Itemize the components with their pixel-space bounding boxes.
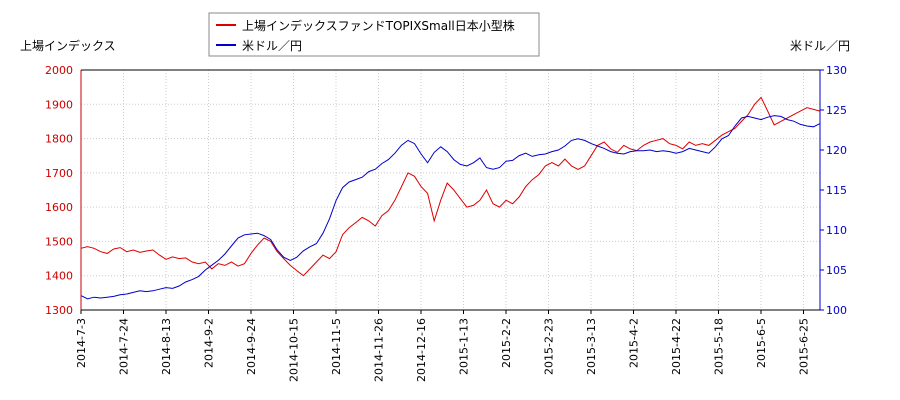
x-tick-label: 2014-8-13 [160,318,173,375]
x-tick-label: 2015-1-13 [458,318,471,375]
left-axis-title: 上場インデックス [20,38,116,53]
x-tick-label: 2015-6-25 [798,318,811,375]
left-tick-label: 1300 [45,304,73,317]
axes: 1300 1400 1500 1600 1700 1800 1900 2000 100 105 11… [45,64,847,382]
right-tick-label: 115 [826,184,847,197]
legend-box [208,12,540,57]
x-tick-label: 2015-2-2 [500,318,513,368]
right-tick-label: 100 [826,304,847,317]
legend: 上場インデックスファンドTOPIXSmall日本小型株 米ドル／円 [208,12,540,57]
x-tick-label: 2014-9-2 [203,318,216,368]
right-axis-title: 米ドル／円 [790,39,850,53]
index-series-line [80,96,821,277]
x-tick-label: 2015-2-23 [543,318,556,375]
x-tick-label: 2014-9-24 [245,318,258,375]
x-tick-label: 2014-11-26 [373,318,386,382]
left-tick-label: 1700 [45,167,73,180]
x-tick-label: 2015-6-5 [755,318,768,368]
x-tick-label: 2014-11-5 [330,318,343,375]
x-tick-label: 2015-3-13 [585,318,598,375]
legend-label-index: 上場インデックスファンドTOPIXSmall日本小型株 [242,18,515,33]
x-tick-label: 2015-5-18 [713,318,726,375]
series-layer [80,96,821,300]
x-tick-label: 2014-7-3 [75,318,88,368]
left-tick-label: 2000 [45,64,73,77]
x-tick-label: 2014-10-15 [288,318,301,382]
x-tick-label: 2015-4-2 [628,318,641,368]
x-tick-label: 2014-7-24 [118,318,131,375]
right-tick-label: 125 [826,104,847,117]
legend-label-usdjpy: 米ドル／円 [242,39,302,53]
right-tick-label: 105 [826,264,847,277]
left-tick-label: 1400 [45,270,73,283]
left-tick-label: 1500 [45,235,73,248]
x-tick-label: 2014-12-16 [415,318,428,382]
usdjpy-series-line [80,115,821,300]
left-tick-label: 1900 [45,98,73,111]
right-tick-label: 130 [826,64,847,77]
right-tick-label: 120 [826,144,847,157]
left-tick-label: 1800 [45,133,73,146]
left-tick-label: 1600 [45,201,73,214]
right-tick-label: 110 [826,224,847,237]
x-tick-label: 2015-4-22 [670,318,683,375]
